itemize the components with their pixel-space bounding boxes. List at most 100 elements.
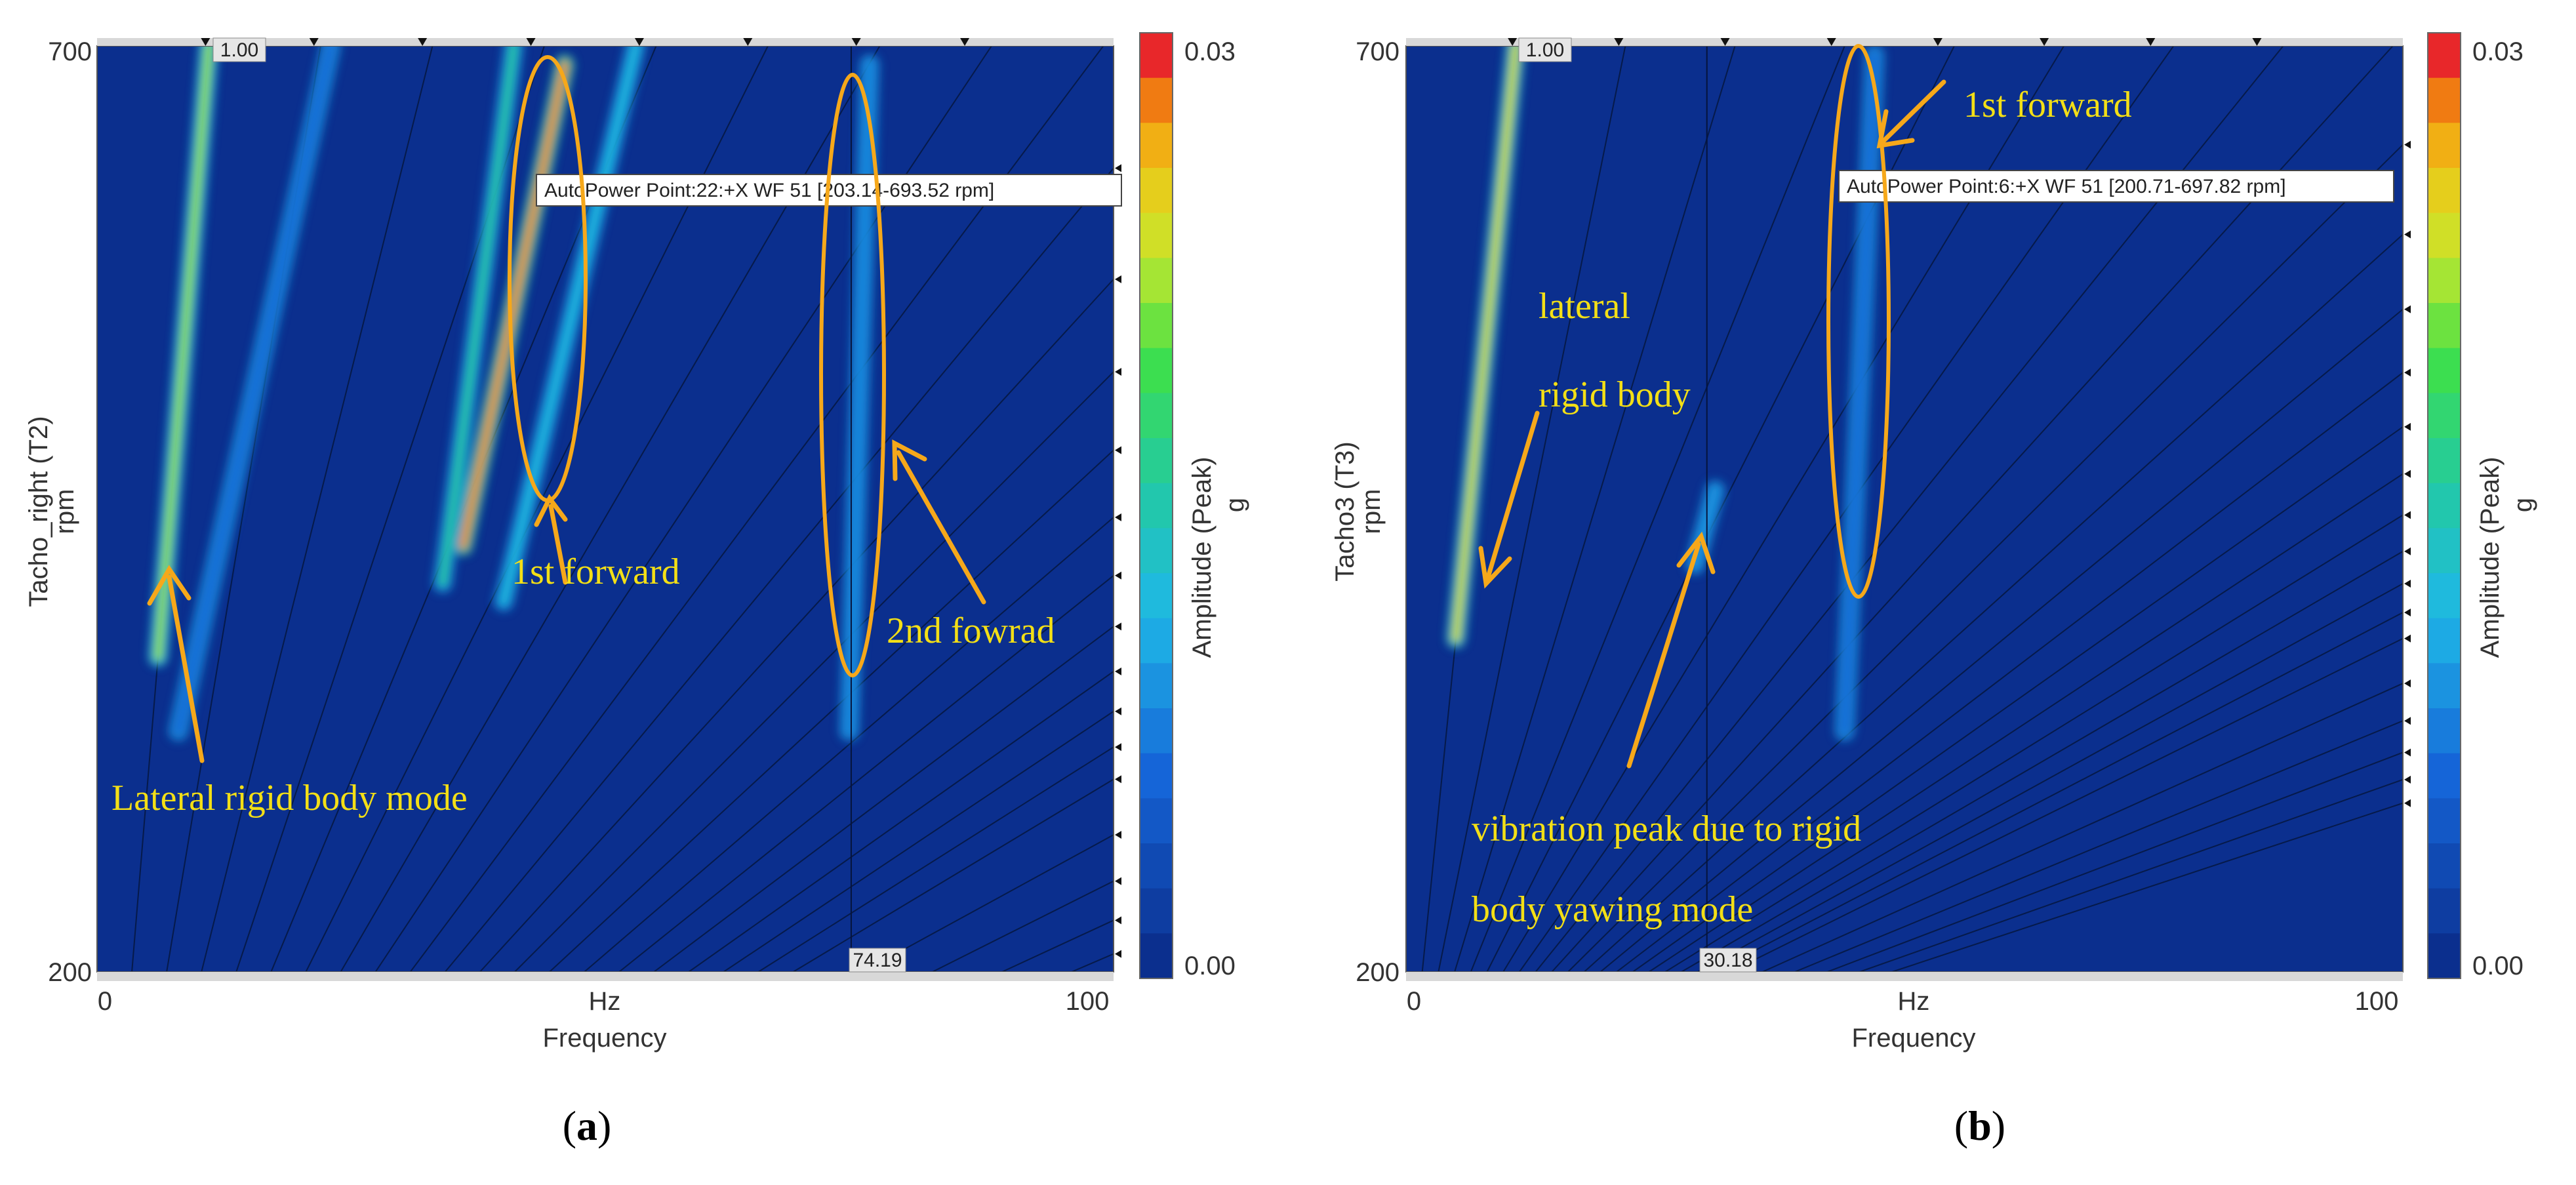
x-tick-right: 100 (1066, 987, 1110, 1016)
order-line-13 (1616, 371, 2403, 972)
side-marker-17 (2404, 547, 2411, 555)
y-tick-bottom: 200 (48, 958, 92, 987)
top-marker-5 (1933, 38, 1942, 46)
top-marker-2 (1614, 38, 1624, 46)
chart-a-svg: 1.00 74.19 AutoPower Point:22:+X WF 51 [… (24, 32, 1249, 1053)
colorbar-step-19 (2428, 888, 2461, 934)
colorbar-step-19 (1140, 888, 1173, 934)
side-marker-20 (1115, 775, 1121, 784)
side-marker-12 (1115, 368, 1121, 376)
order-line-26 (1826, 752, 2403, 972)
annotation-arrows (147, 439, 986, 763)
chart-b-svg: 1.00 30.18 AutoPower Point:6:+X WF 51 [2… (1331, 32, 2537, 1053)
side-marker-13 (2404, 369, 2411, 377)
chart-panel-a: 1.00 74.19 AutoPower Point:22:+X WF 51 [… (24, 32, 1249, 1053)
order-line-24 (1794, 720, 2403, 972)
annotation-first-forward: 1st forward (1963, 85, 2132, 125)
order-line-4 (1470, 46, 1845, 972)
order-line-18 (723, 710, 1114, 972)
order-marker-label: 1.00 (220, 39, 258, 61)
side-marker-15 (2404, 470, 2411, 478)
ridge-core-1 (174, 46, 335, 735)
side-marker-26 (1115, 916, 1121, 925)
ridge-core-0 (1452, 46, 1520, 643)
side-marker-22 (1115, 831, 1121, 839)
y-axis-label: Tacho3 (T3) (1331, 441, 1359, 581)
colorbar-step-6 (1140, 303, 1173, 349)
top-marker-3 (418, 38, 428, 46)
colorbar-step-1 (1140, 77, 1173, 123)
order-line-20 (1729, 637, 2403, 972)
x-tick-left: 0 (98, 987, 112, 1016)
order-line-15 (618, 574, 1114, 972)
order-line-14 (1632, 426, 2403, 972)
order-line-30 (1891, 802, 2403, 972)
ridge-core-4 (500, 46, 640, 606)
top-order-markers (1508, 38, 2262, 46)
top-marker-6 (2040, 38, 2049, 46)
side-marker-30 (2404, 799, 2411, 807)
order-marker-label: 1.00 (1526, 39, 1564, 61)
colorbar-step-18 (2428, 843, 2461, 889)
colorbar-unit: g (2508, 498, 2537, 512)
y-tick-top: 700 (1356, 37, 1399, 66)
colorbar-step-7 (1140, 348, 1173, 393)
colorbar-step-8 (1140, 393, 1173, 439)
x-tick-left: 0 (1407, 987, 1421, 1016)
ridge-core-0 (154, 46, 213, 661)
side-marker-19 (1115, 743, 1121, 752)
order-line-3 (201, 46, 433, 972)
colorbar-step-4 (1140, 212, 1173, 258)
side-marker-19 (2404, 609, 2411, 617)
order-line-15 (1648, 473, 2403, 972)
side-marker-16 (1115, 622, 1121, 631)
colorbar-step-9 (2428, 438, 2461, 484)
colorbar-step-0 (2428, 33, 2461, 79)
top-order-markers (201, 38, 970, 46)
side-marker-28 (1115, 950, 1121, 958)
order-line-17 (688, 670, 1114, 972)
y-tick-top: 700 (48, 37, 92, 66)
y-axis-unit: rpm (1357, 489, 1386, 534)
heat-ridges (1446, 46, 1885, 741)
x-unit: Hz (1898, 987, 1930, 1016)
colorbar-step-15 (2428, 708, 2461, 754)
side-order-markers (1115, 164, 1121, 958)
side-marker-11 (2404, 230, 2411, 239)
x-unit: Hz (589, 987, 621, 1016)
colorbar-unit: g (1220, 498, 1249, 512)
colorbar-step-14 (2428, 663, 2461, 709)
colorbar-min: 0.00 (2472, 952, 2524, 980)
ridge-core-3 (439, 46, 518, 587)
colorbar (1140, 33, 1173, 979)
cursor-frequency-label: 74.19 (853, 950, 902, 971)
order-line-20 (792, 778, 1114, 972)
annotation-second-forward: 2nd fowrad (887, 611, 1055, 651)
colorbar-min: 0.00 (1184, 952, 1236, 980)
top-marker-7 (2146, 38, 2156, 46)
side-marker-10 (2404, 140, 2411, 149)
side-marker-20 (2404, 634, 2411, 643)
side-marker-18 (1115, 707, 1121, 715)
heat-ridges (148, 46, 879, 741)
colorbar-step-3 (2428, 168, 2461, 214)
x-axis-label: Frequency (1852, 1024, 1976, 1053)
chart-panel-b: 1.00 30.18 AutoPower Point:6:+X WF 51 [2… (1288, 0, 2576, 1185)
colorbar-step-11 (2428, 528, 2461, 574)
colorbar-step-17 (2428, 798, 2461, 844)
colorbar-step-20 (2428, 933, 2461, 979)
side-marker-13 (1115, 446, 1121, 454)
side-marker-17 (1115, 667, 1121, 675)
colorbar-step-7 (2428, 348, 2461, 393)
side-marker-18 (2404, 580, 2411, 588)
colorbar-step-5 (1140, 258, 1173, 304)
side-marker-15 (1115, 571, 1121, 580)
top-marker-4 (1826, 38, 1836, 46)
colorbar-step-14 (1140, 663, 1173, 709)
order-line-17 (1681, 550, 2403, 972)
order-line-11 (479, 278, 1114, 972)
colorbar-max: 0.03 (1184, 37, 1236, 66)
colorbar-step-0 (1140, 33, 1173, 79)
colorbar-step-2 (2428, 123, 2461, 169)
colorbar-step-4 (2428, 212, 2461, 258)
